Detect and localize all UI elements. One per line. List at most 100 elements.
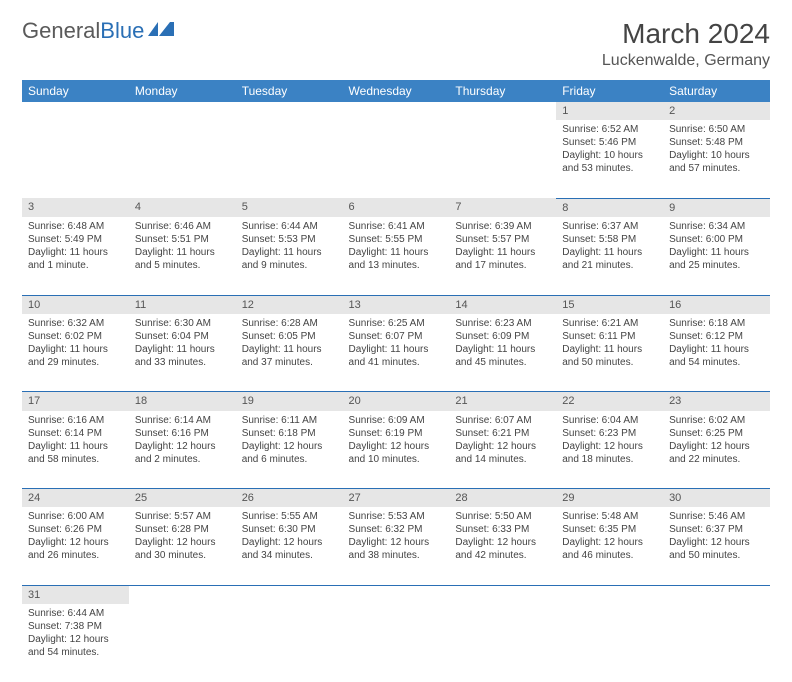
day-cell: Sunrise: 6:14 AMSunset: 6:16 PMDaylight:… bbox=[129, 411, 236, 489]
sunrise-text: Sunrise: 6:52 AM bbox=[562, 123, 657, 136]
day-number: 6 bbox=[343, 198, 450, 217]
day-cell: Sunrise: 6:46 AMSunset: 5:51 PMDaylight:… bbox=[129, 217, 236, 295]
sunrise-text: Sunrise: 6:07 AM bbox=[455, 414, 550, 427]
day-cell: Sunrise: 6:37 AMSunset: 5:58 PMDaylight:… bbox=[556, 217, 663, 295]
daylight-text: Daylight: 12 hours and 18 minutes. bbox=[562, 440, 657, 466]
day-number bbox=[129, 102, 236, 120]
sunset-text: Sunset: 6:11 PM bbox=[562, 330, 657, 343]
daylight-text: Daylight: 12 hours and 42 minutes. bbox=[455, 536, 550, 562]
day-number bbox=[343, 585, 450, 604]
sunrise-text: Sunrise: 6:00 AM bbox=[28, 510, 123, 523]
day-cell: Sunrise: 6:52 AMSunset: 5:46 PMDaylight:… bbox=[556, 120, 663, 198]
logo-text-2: Blue bbox=[100, 18, 144, 44]
day-cell bbox=[449, 120, 556, 198]
sunrise-text: Sunrise: 6:16 AM bbox=[28, 414, 123, 427]
day-cell bbox=[129, 120, 236, 198]
day-cell: Sunrise: 6:00 AMSunset: 6:26 PMDaylight:… bbox=[22, 507, 129, 585]
sunset-text: Sunset: 6:25 PM bbox=[669, 427, 764, 440]
day-header: Wednesday bbox=[343, 80, 450, 102]
day-cell: Sunrise: 6:18 AMSunset: 6:12 PMDaylight:… bbox=[663, 314, 770, 392]
day-number: 11 bbox=[129, 295, 236, 314]
daylight-text: Daylight: 12 hours and 50 minutes. bbox=[669, 536, 764, 562]
day-cell: Sunrise: 6:30 AMSunset: 6:04 PMDaylight:… bbox=[129, 314, 236, 392]
day-number bbox=[343, 102, 450, 120]
day-cell: Sunrise: 6:32 AMSunset: 6:02 PMDaylight:… bbox=[22, 314, 129, 392]
sunset-text: Sunset: 6:12 PM bbox=[669, 330, 764, 343]
sunrise-text: Sunrise: 5:53 AM bbox=[349, 510, 444, 523]
day-cell: Sunrise: 6:11 AMSunset: 6:18 PMDaylight:… bbox=[236, 411, 343, 489]
daylight-text: Daylight: 11 hours and 33 minutes. bbox=[135, 343, 230, 369]
day-number: 19 bbox=[236, 392, 343, 411]
day-number: 9 bbox=[663, 198, 770, 217]
day-cell: Sunrise: 6:21 AMSunset: 6:11 PMDaylight:… bbox=[556, 314, 663, 392]
day-number bbox=[449, 585, 556, 604]
day-number: 24 bbox=[22, 489, 129, 508]
sunrise-text: Sunrise: 6:18 AM bbox=[669, 317, 764, 330]
sunrise-text: Sunrise: 6:48 AM bbox=[28, 220, 123, 233]
day-header: Saturday bbox=[663, 80, 770, 102]
sunrise-text: Sunrise: 6:04 AM bbox=[562, 414, 657, 427]
sunset-text: Sunset: 6:26 PM bbox=[28, 523, 123, 536]
sunset-text: Sunset: 5:57 PM bbox=[455, 233, 550, 246]
sunrise-text: Sunrise: 6:32 AM bbox=[28, 317, 123, 330]
day-cell bbox=[663, 604, 770, 682]
daynum-row: 17181920212223 bbox=[22, 392, 770, 411]
week-row: Sunrise: 6:44 AMSunset: 7:38 PMDaylight:… bbox=[22, 604, 770, 682]
daylight-text: Daylight: 12 hours and 54 minutes. bbox=[28, 633, 123, 659]
day-header: Friday bbox=[556, 80, 663, 102]
day-number: 12 bbox=[236, 295, 343, 314]
day-cell: Sunrise: 6:50 AMSunset: 5:48 PMDaylight:… bbox=[663, 120, 770, 198]
week-row: Sunrise: 6:00 AMSunset: 6:26 PMDaylight:… bbox=[22, 507, 770, 585]
sunset-text: Sunset: 5:48 PM bbox=[669, 136, 764, 149]
day-cell: Sunrise: 6:39 AMSunset: 5:57 PMDaylight:… bbox=[449, 217, 556, 295]
day-number bbox=[22, 102, 129, 120]
sunset-text: Sunset: 6:21 PM bbox=[455, 427, 550, 440]
daylight-text: Daylight: 11 hours and 54 minutes. bbox=[669, 343, 764, 369]
sunset-text: Sunset: 6:37 PM bbox=[669, 523, 764, 536]
day-number: 25 bbox=[129, 489, 236, 508]
sunset-text: Sunset: 6:19 PM bbox=[349, 427, 444, 440]
day-number: 14 bbox=[449, 295, 556, 314]
sunrise-text: Sunrise: 6:25 AM bbox=[349, 317, 444, 330]
day-number bbox=[449, 102, 556, 120]
sunset-text: Sunset: 6:33 PM bbox=[455, 523, 550, 536]
sunrise-text: Sunrise: 6:46 AM bbox=[135, 220, 230, 233]
day-cell: Sunrise: 5:53 AMSunset: 6:32 PMDaylight:… bbox=[343, 507, 450, 585]
sunset-text: Sunset: 6:23 PM bbox=[562, 427, 657, 440]
day-cell: Sunrise: 5:50 AMSunset: 6:33 PMDaylight:… bbox=[449, 507, 556, 585]
sunrise-text: Sunrise: 6:11 AM bbox=[242, 414, 337, 427]
day-number: 26 bbox=[236, 489, 343, 508]
daylight-text: Daylight: 11 hours and 45 minutes. bbox=[455, 343, 550, 369]
sunrise-text: Sunrise: 6:14 AM bbox=[135, 414, 230, 427]
day-number bbox=[663, 585, 770, 604]
day-number: 7 bbox=[449, 198, 556, 217]
week-row: Sunrise: 6:48 AMSunset: 5:49 PMDaylight:… bbox=[22, 217, 770, 295]
day-cell: Sunrise: 6:02 AMSunset: 6:25 PMDaylight:… bbox=[663, 411, 770, 489]
sunrise-text: Sunrise: 6:50 AM bbox=[669, 123, 764, 136]
sunset-text: Sunset: 6:00 PM bbox=[669, 233, 764, 246]
sunrise-text: Sunrise: 6:44 AM bbox=[28, 607, 123, 620]
daylight-text: Daylight: 12 hours and 26 minutes. bbox=[28, 536, 123, 562]
title-block: March 2024 Luckenwalde, Germany bbox=[602, 18, 770, 70]
day-cell bbox=[236, 120, 343, 198]
day-number: 17 bbox=[22, 392, 129, 411]
daynum-row: 12 bbox=[22, 102, 770, 120]
sunrise-text: Sunrise: 5:48 AM bbox=[562, 510, 657, 523]
day-header: Monday bbox=[129, 80, 236, 102]
day-number: 2 bbox=[663, 102, 770, 120]
daylight-text: Daylight: 11 hours and 13 minutes. bbox=[349, 246, 444, 272]
sunset-text: Sunset: 6:30 PM bbox=[242, 523, 337, 536]
sunset-text: Sunset: 6:35 PM bbox=[562, 523, 657, 536]
day-cell: Sunrise: 6:44 AMSunset: 5:53 PMDaylight:… bbox=[236, 217, 343, 295]
day-cell bbox=[22, 120, 129, 198]
day-number: 30 bbox=[663, 489, 770, 508]
sunset-text: Sunset: 6:02 PM bbox=[28, 330, 123, 343]
daylight-text: Daylight: 10 hours and 53 minutes. bbox=[562, 149, 657, 175]
daylight-text: Daylight: 11 hours and 29 minutes. bbox=[28, 343, 123, 369]
day-number bbox=[556, 585, 663, 604]
sunset-text: Sunset: 5:55 PM bbox=[349, 233, 444, 246]
location: Luckenwalde, Germany bbox=[602, 52, 770, 70]
day-header-row: SundayMondayTuesdayWednesdayThursdayFrid… bbox=[22, 80, 770, 102]
sunrise-text: Sunrise: 6:28 AM bbox=[242, 317, 337, 330]
daylight-text: Daylight: 11 hours and 9 minutes. bbox=[242, 246, 337, 272]
